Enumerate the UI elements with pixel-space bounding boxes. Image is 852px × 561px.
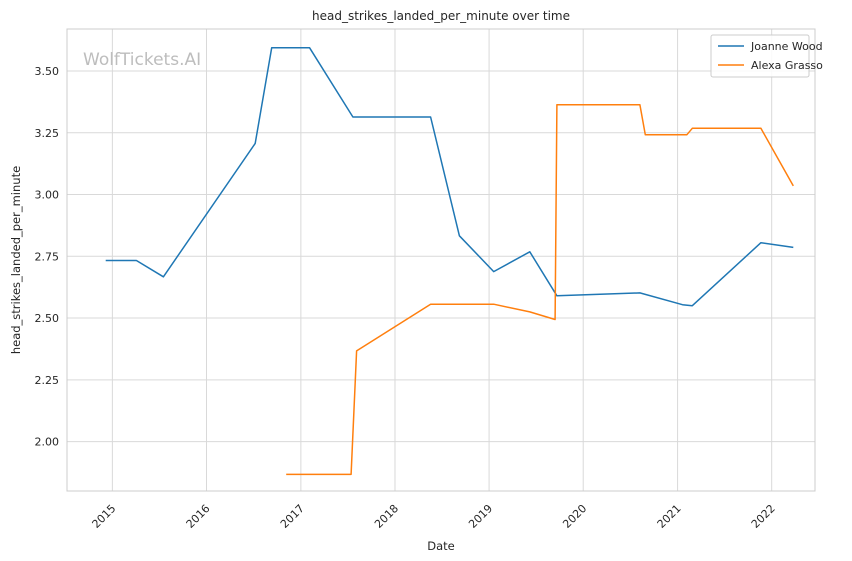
y-tick-label: 2.25 xyxy=(35,374,60,387)
chart-title: head_strikes_landed_per_minute over time xyxy=(312,9,570,23)
series-lines xyxy=(105,47,794,476)
y-axis-title: head_strikes_landed_per_minute xyxy=(9,166,23,354)
x-axis-title: Date xyxy=(427,539,455,553)
y-tick-label: 3.25 xyxy=(35,127,60,140)
watermark-text: WolfTickets.AI xyxy=(83,50,201,70)
y-tick-label: 2.75 xyxy=(35,250,60,263)
legend-label-alexa-grasso: Alexa Grasso xyxy=(751,59,823,72)
series-line-alexa-grasso xyxy=(286,104,794,476)
legend: Joanne Wood Alexa Grasso xyxy=(710,34,823,78)
y-tick-label: 2.50 xyxy=(35,312,60,325)
y-tick-label: 3.50 xyxy=(35,65,60,78)
legend-label-joanne-wood: Joanne Wood xyxy=(750,40,823,53)
grid-lines xyxy=(67,29,815,491)
plot-frame xyxy=(66,28,816,492)
y-tick-label: 3.00 xyxy=(35,189,60,202)
y-tick-label: 2.00 xyxy=(35,436,60,449)
series-line-joanne-wood xyxy=(105,47,794,307)
